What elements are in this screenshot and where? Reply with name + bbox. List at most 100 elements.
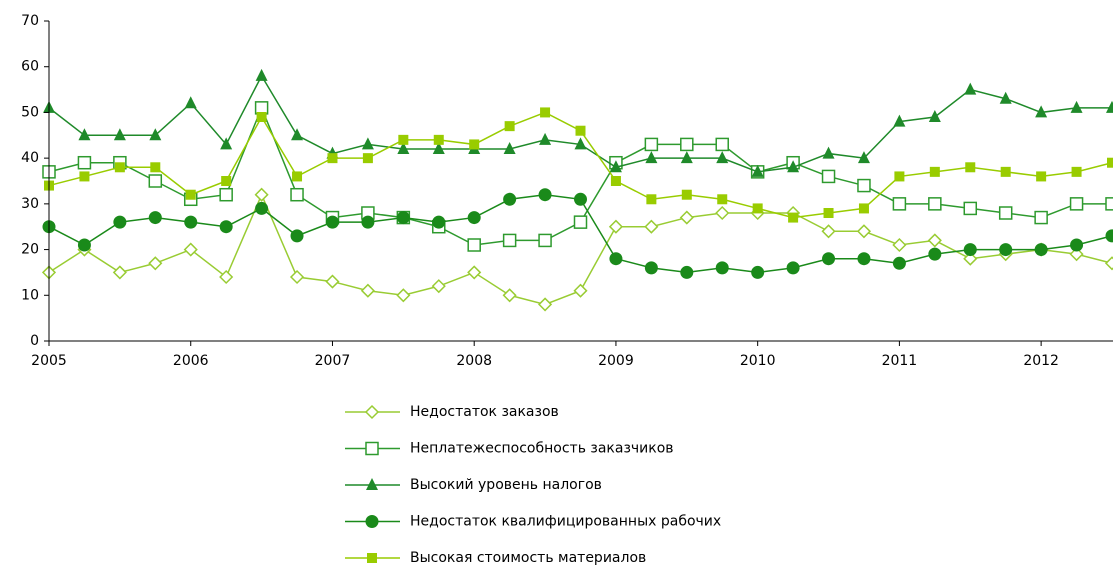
marker <box>77 155 92 170</box>
marker <box>963 251 978 266</box>
marker <box>892 237 907 253</box>
marker <box>1034 243 1048 257</box>
marker <box>1070 238 1084 252</box>
marker <box>823 208 834 218</box>
marker <box>396 211 410 225</box>
marker <box>469 139 480 150</box>
marker <box>786 261 800 275</box>
marker <box>646 194 657 205</box>
marker <box>575 125 586 136</box>
legend-label: Неплатежеспособность заказчиков <box>410 441 674 457</box>
marker <box>965 162 976 173</box>
marker <box>219 187 233 202</box>
marker <box>431 279 446 294</box>
marker <box>788 212 799 223</box>
marker <box>573 215 588 229</box>
x-tick-label: 2009 <box>598 353 634 369</box>
marker <box>325 274 340 289</box>
legend-marker <box>365 515 379 528</box>
legend-marker <box>364 404 380 420</box>
marker <box>221 176 232 186</box>
marker <box>1069 197 1084 211</box>
marker <box>681 189 692 200</box>
marker <box>1104 256 1113 271</box>
marker <box>644 137 659 152</box>
x-tick-label: 2005 <box>31 353 67 369</box>
x-tick-label: 2012 <box>1023 353 1059 369</box>
marker <box>857 151 870 164</box>
marker <box>609 160 622 173</box>
marker <box>113 128 126 141</box>
marker <box>255 68 268 81</box>
marker <box>433 134 444 145</box>
marker <box>114 162 125 173</box>
series-line <box>48 74 1112 173</box>
marker <box>963 243 977 257</box>
marker <box>219 220 233 234</box>
marker <box>751 265 765 279</box>
marker <box>148 211 162 225</box>
marker <box>609 252 623 266</box>
legend-label: Недостаток заказов <box>410 404 559 420</box>
y-tick-label: 60 <box>21 59 39 75</box>
marker <box>361 215 375 229</box>
marker <box>502 233 517 248</box>
marker <box>503 142 516 154</box>
marker <box>148 256 163 271</box>
marker <box>502 288 517 303</box>
marker <box>574 137 587 150</box>
marker <box>1034 210 1048 225</box>
marker <box>927 233 942 248</box>
marker <box>680 151 693 164</box>
marker <box>79 171 90 182</box>
marker <box>220 137 233 150</box>
marker <box>715 205 730 221</box>
marker <box>503 192 517 206</box>
marker <box>539 132 552 145</box>
marker <box>361 137 374 150</box>
marker <box>467 238 481 252</box>
marker <box>255 201 269 215</box>
marker <box>892 256 906 270</box>
marker <box>716 151 729 164</box>
marker <box>1071 166 1082 177</box>
y-tick-label: 10 <box>21 287 39 303</box>
marker <box>360 283 375 298</box>
marker <box>78 128 91 141</box>
marker <box>751 164 764 177</box>
marker <box>821 224 836 239</box>
y-tick-label: 50 <box>21 104 39 120</box>
y-tick-label: 70 <box>21 13 39 29</box>
marker <box>822 252 836 266</box>
x-tick-label: 2011 <box>882 353 918 369</box>
marker <box>1106 100 1113 113</box>
marker <box>929 166 940 177</box>
marker <box>289 269 305 285</box>
marker <box>1107 157 1113 168</box>
marker <box>894 171 905 182</box>
marker <box>715 261 729 275</box>
marker <box>325 215 339 229</box>
marker <box>752 203 763 214</box>
marker <box>892 197 907 211</box>
legend-label: Недостаток квалифицированных рабочих <box>410 514 721 530</box>
y-tick-label: 30 <box>21 196 39 212</box>
legend-marker <box>367 553 377 563</box>
marker <box>928 197 942 211</box>
marker <box>290 187 304 202</box>
marker <box>149 128 162 141</box>
marker <box>715 137 729 152</box>
marker <box>1035 105 1048 118</box>
marker <box>644 261 658 275</box>
marker <box>467 211 481 225</box>
marker <box>397 142 410 154</box>
marker <box>112 265 127 280</box>
marker <box>398 134 409 145</box>
marker <box>150 162 161 173</box>
marker <box>645 151 658 164</box>
x-tick-label: 2007 <box>315 353 351 369</box>
marker <box>717 194 728 205</box>
legend-marker <box>365 441 379 456</box>
legend-label: Высокий уровень налогов <box>410 477 602 493</box>
marker <box>680 137 694 152</box>
